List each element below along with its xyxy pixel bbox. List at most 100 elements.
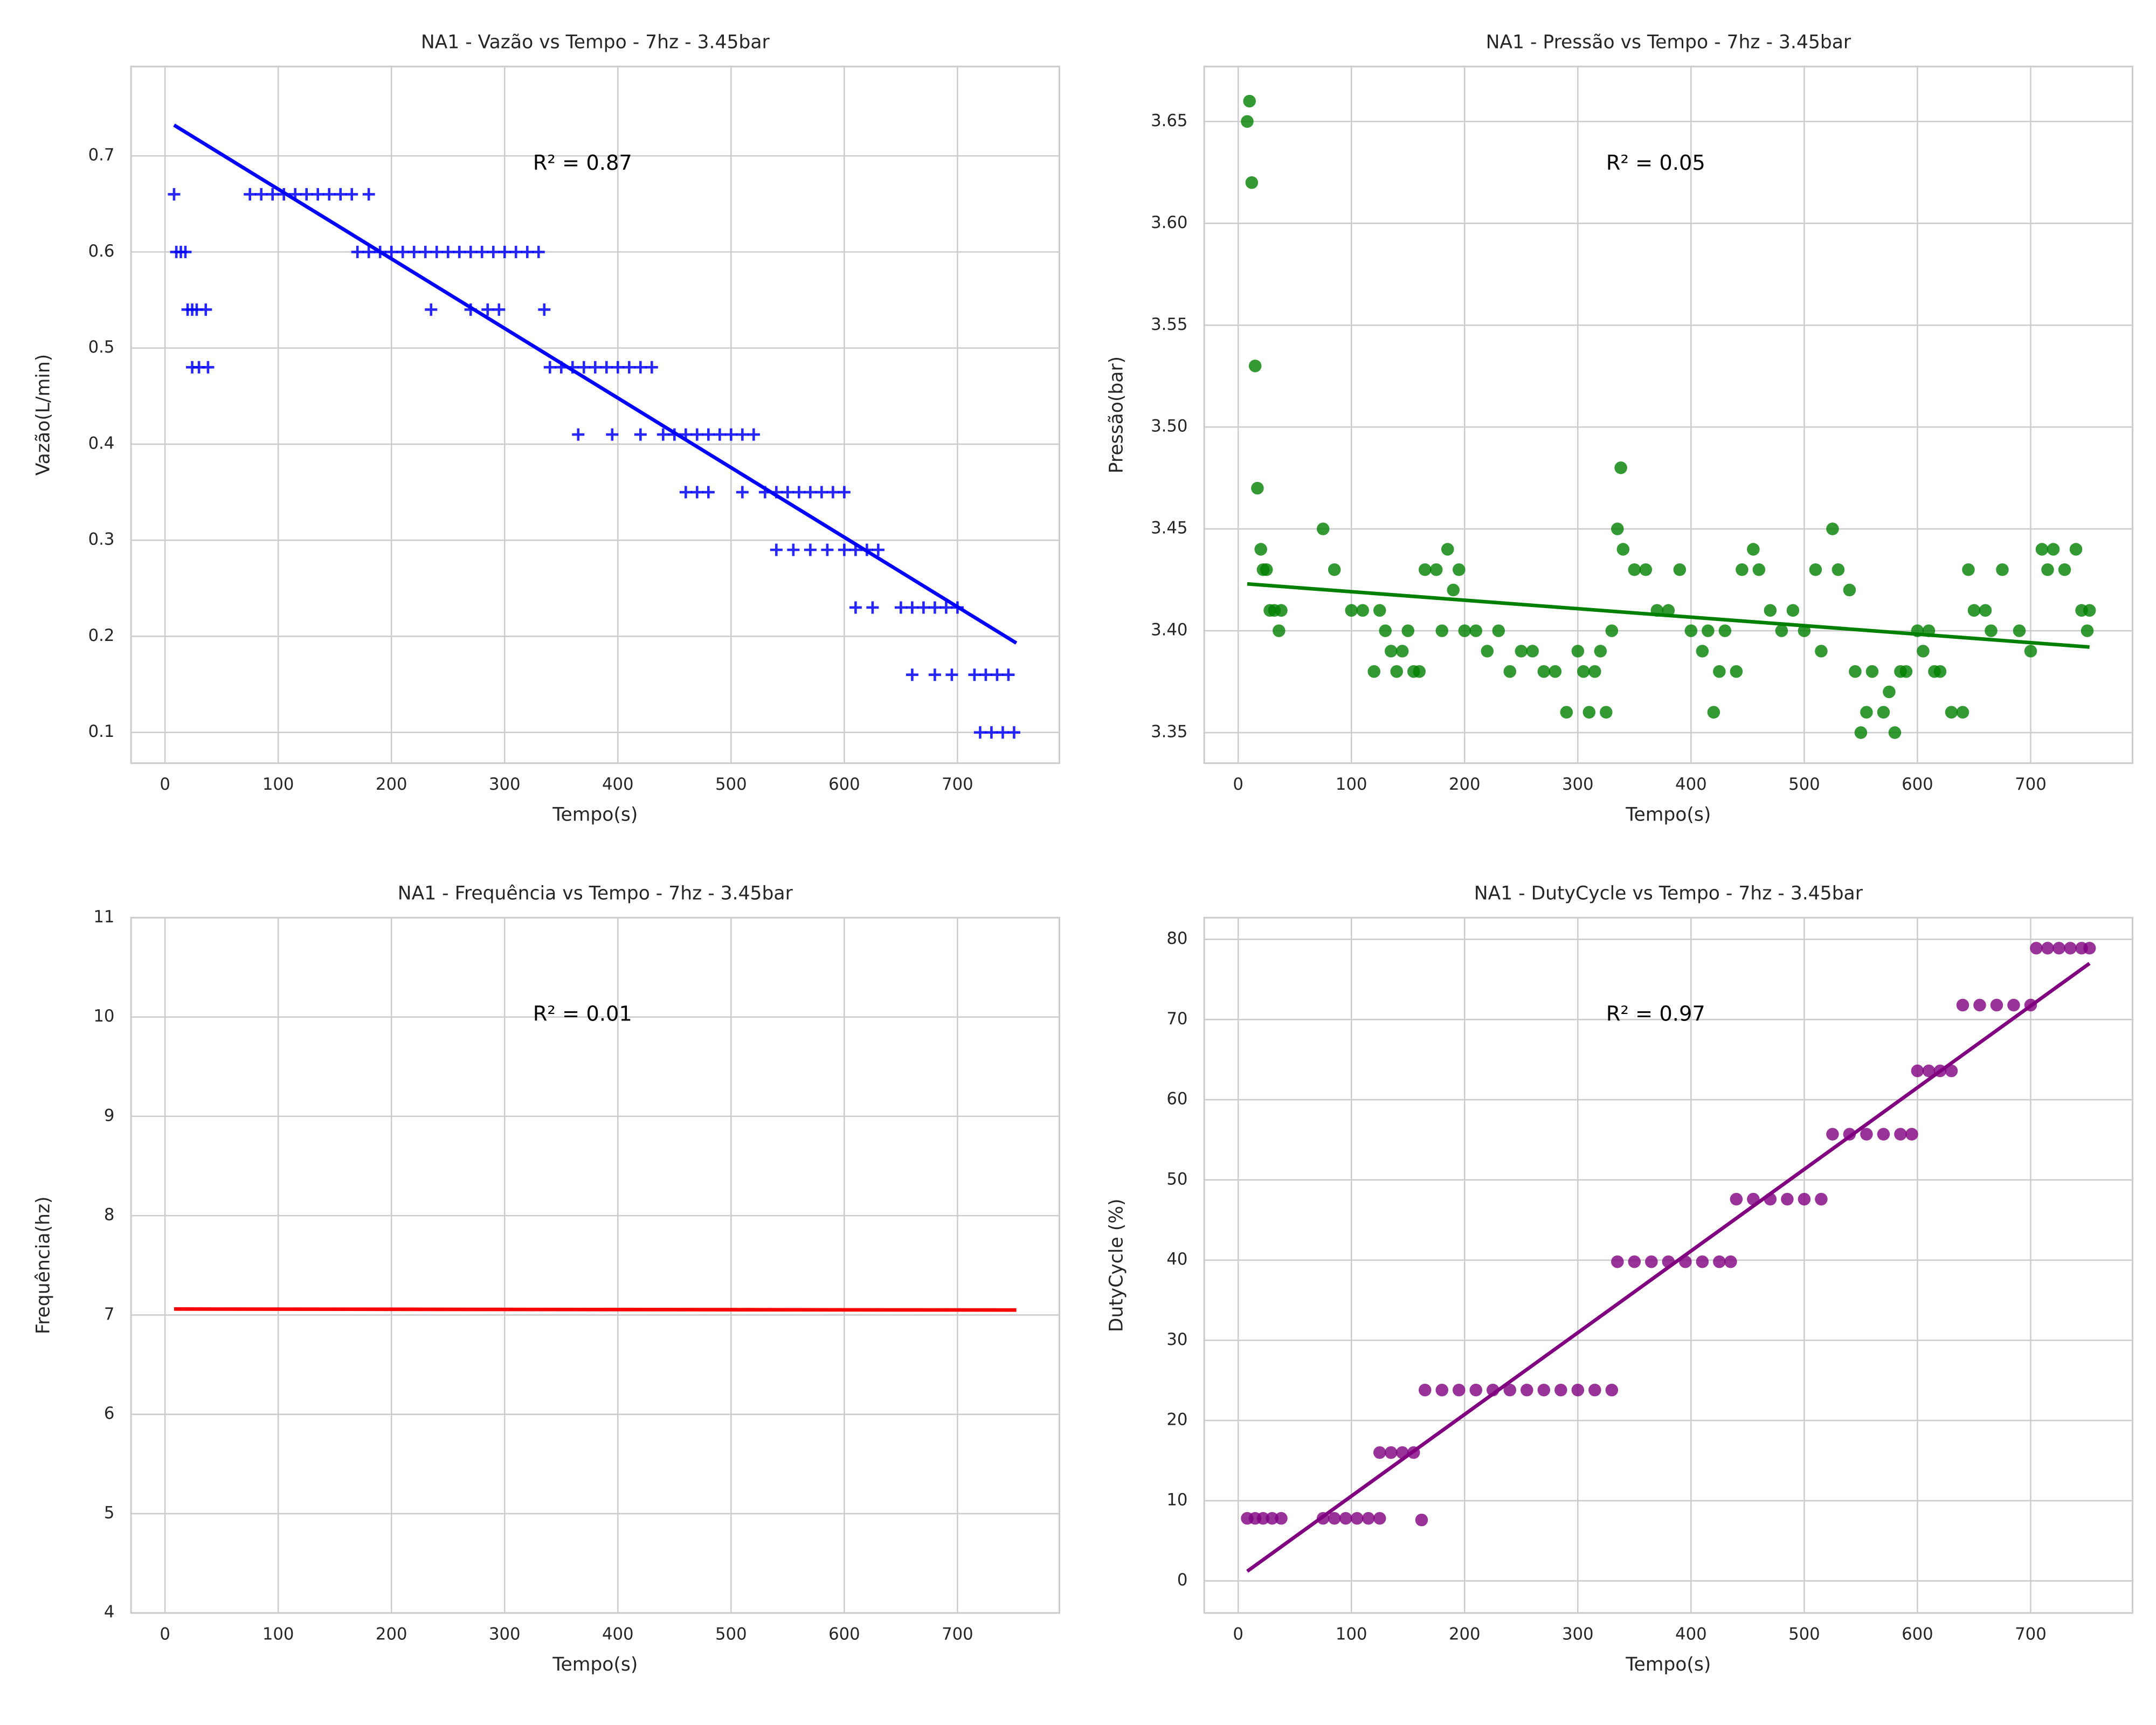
data-point [1356,604,1369,617]
data-point [1588,1383,1601,1397]
x-tick-label: 100 [262,1625,294,1644]
data-point [1481,645,1494,658]
data-point [1860,706,1873,719]
data-point [1266,1512,1279,1525]
data-point [1350,1512,1364,1525]
data-point [1560,706,1573,719]
data-point [634,361,647,374]
data-point [1713,1255,1726,1268]
data-point [1798,1192,1811,1206]
y-tick-label: 9 [104,1106,115,1125]
x-tick-label: 700 [2015,1625,2047,1644]
data-point [1521,1383,1533,1397]
data-point [1628,563,1641,576]
data-point [1945,706,1958,719]
data-point [724,428,737,441]
data-point [464,245,477,258]
data-point [312,188,324,201]
data-point [1256,1512,1270,1525]
data-point [1854,726,1868,739]
data-point [979,668,992,681]
data-point [1537,665,1551,678]
y-tick-label: 10 [93,1006,114,1026]
data-point [1956,998,1970,1012]
data-point [702,428,715,441]
y-tick-label: 50 [1166,1169,1187,1189]
x-axis-label: Tempo(s) [552,804,638,825]
data-point [1537,1383,1551,1397]
data-point [1826,1128,1839,1141]
x-tick-label: 600 [828,1625,860,1644]
data-point [509,245,522,258]
data-point [1571,1383,1585,1397]
y-tick-label: 10 [1166,1490,1187,1509]
r2-annotation: R² = 0.05 [1606,151,1705,175]
x-tick-label: 400 [1675,775,1707,794]
data-point [1605,1383,1619,1397]
data-point [323,188,336,201]
x-tick-label: 0 [1233,1625,1243,1644]
data-point [202,361,215,374]
data-point [906,668,918,681]
data-point [1395,645,1409,658]
y-axis-label: Vazão(L/min) [32,354,54,475]
data-point [1441,543,1454,556]
x-tick-label: 400 [1675,1625,1707,1644]
data-point [826,486,839,499]
data-point [2064,942,2077,955]
data-point [1594,645,1607,658]
data-point [1645,1255,1658,1268]
data-point [815,486,828,499]
data-point [487,245,500,258]
data-point [1996,563,2009,576]
y-tick-label: 7 [104,1305,115,1324]
data-point [804,543,817,556]
x-axis-label: Tempo(s) [1625,804,1711,825]
data-point [362,188,375,201]
data-point [1362,1512,1375,1525]
data-point [945,668,958,681]
data-point [1373,1446,1386,1459]
data-point [407,245,420,258]
r2-annotation: R² = 0.01 [533,1002,632,1026]
subplot: 0 100 200 300 400 500 600 700 0 10 20 30 40 50 60 70 80 N… [1105,882,2134,1675]
data-point [1429,563,1443,576]
data-point [1245,176,1259,189]
subplot: 0 100 200 300 400 500 600 700 3.35 3.40 3.45 3.50 3.… [1105,31,2134,825]
y-tick-label: 0.1 [88,722,115,741]
data-point [985,726,998,739]
data-point [199,303,212,316]
data-point [538,303,551,316]
data-point [1328,563,1341,576]
data-point [679,486,692,499]
y-tick-label: 0.5 [88,337,115,357]
data-point [1415,1513,1428,1527]
data-point [736,428,749,441]
data-point [543,361,556,374]
plot-frame [1203,65,2134,764]
x-tick-label: 200 [376,775,407,794]
data-point [872,543,884,556]
data-point [792,486,805,499]
data-point [1452,1383,1466,1397]
data-point [1492,624,1505,637]
data-point [351,245,364,258]
data-point [821,543,834,556]
data-point [606,428,619,441]
data-point [334,188,347,201]
data-point [1260,563,1273,576]
data-point [1730,1192,1743,1206]
data-point [1515,645,1528,658]
y-tick-label: 0.2 [88,626,115,645]
data-point [498,245,511,258]
data-point [1583,706,1596,719]
data-point [1945,1064,1958,1078]
data-point [1401,624,1415,637]
data-point [1922,1064,1936,1078]
data-point [1571,645,1585,658]
data-point [1373,1512,1386,1525]
data-point [2069,543,2083,556]
x-tick-label: 100 [262,775,294,794]
data-point [345,188,358,201]
data-point [1696,1255,1709,1268]
